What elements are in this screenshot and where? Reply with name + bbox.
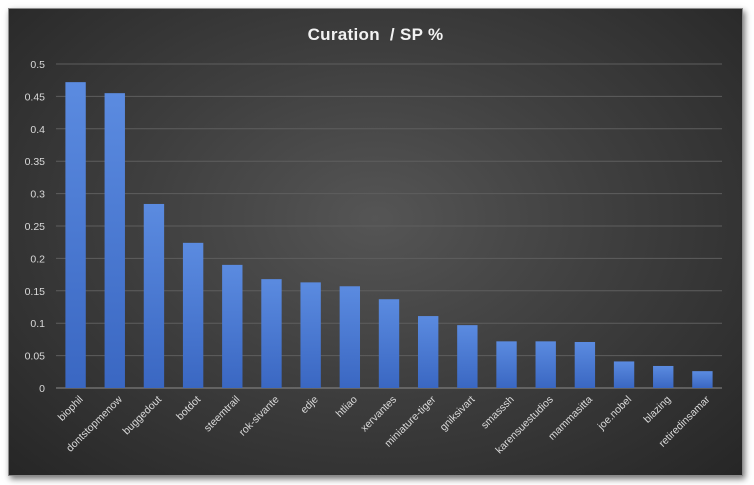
chart-area: Curation / SP %: [8, 8, 743, 476]
bar-rok-sivante: [261, 279, 282, 388]
bars: [65, 82, 713, 389]
bar-smasssh: [496, 341, 517, 388]
bar-steemtrail: [222, 264, 243, 388]
bar-miniature-tiger: [417, 316, 439, 388]
bar-mammasitta: [574, 341, 596, 388]
x-tick-label: smasssh: [479, 394, 517, 432]
bar-botdot: [182, 242, 204, 388]
y-tick-label: 0: [39, 383, 45, 395]
bar-biophil: [65, 82, 86, 389]
bar-buggedout: [143, 203, 165, 388]
y-tick-label: 0.1: [30, 318, 45, 330]
y-tick-label: 0.4: [30, 124, 45, 136]
bar-edje: [300, 282, 321, 388]
bar-blazing: [653, 365, 674, 388]
y-tick-label: 0.5: [30, 59, 45, 71]
y-tick-label: 0.3: [30, 189, 45, 201]
x-tick-label: gniksivart: [438, 394, 478, 434]
y-tick-label: 0.15: [25, 286, 46, 298]
x-tick-label: botdot: [174, 394, 203, 423]
y-axis: 0 0.05 0.1 0.15 0.2 0.25 0.3 0.35 0.4 0.45 0.5: [25, 59, 46, 395]
x-tick-label: steemtrail: [202, 394, 243, 435]
x-tick-label: joe.nobel: [595, 394, 634, 433]
x-tick-label: blazing: [641, 394, 673, 426]
y-tick-label: 0.45: [25, 91, 46, 103]
chart-title: Curation / SP %: [307, 25, 444, 44]
bar-htliao: [339, 286, 361, 388]
y-tick-label: 0.25: [25, 221, 46, 233]
bar-dontstopmenow: [104, 93, 125, 388]
y-tick-label: 0.35: [25, 156, 46, 168]
y-tick-label: 0.05: [25, 351, 46, 363]
x-tick-label: xervantes: [358, 394, 399, 435]
bar-joe.nobel: [613, 361, 635, 388]
x-tick-label: buggedout: [120, 394, 164, 438]
x-tick-label: edje: [298, 394, 321, 417]
bar-gniksivart: [457, 325, 478, 388]
x-tick-label: rok-sivante: [237, 394, 282, 439]
y-tick-label: 0.2: [30, 253, 45, 265]
x-tick-label: htliao: [334, 394, 360, 420]
bar-retiredinsamar: [692, 371, 713, 388]
bar-xervantes: [378, 299, 400, 388]
bar-karensuestudios: [535, 341, 556, 388]
x-tick-label: biophil: [56, 394, 86, 424]
